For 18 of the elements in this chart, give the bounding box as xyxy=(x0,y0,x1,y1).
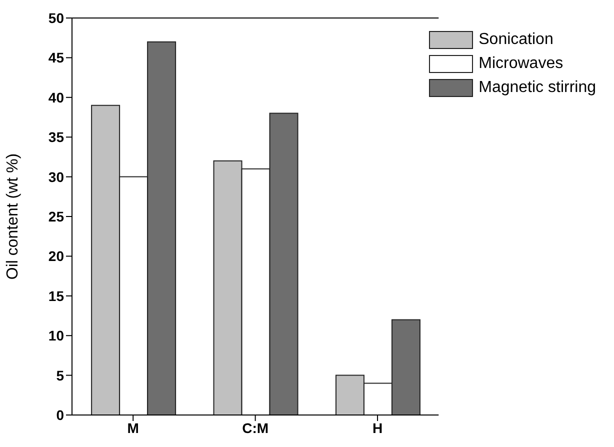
y-tick-label: 45 xyxy=(48,50,64,66)
y-tick-label: 50 xyxy=(48,10,64,26)
y-tick-label: 10 xyxy=(48,328,64,344)
x-tick-label: M xyxy=(127,420,139,436)
y-tick-label: 25 xyxy=(48,208,64,224)
y-tick-label: 35 xyxy=(48,129,64,146)
y-tick-label: 40 xyxy=(48,89,64,106)
legend-label: Microwaves xyxy=(478,55,564,73)
y-tick-label: 0 xyxy=(56,406,64,423)
legend-label: Magnetic stirring xyxy=(478,79,596,97)
legend-label: Sonication xyxy=(478,31,554,49)
x-tick-label: C:M xyxy=(242,420,269,436)
y-tick-label: 15 xyxy=(48,288,64,304)
y-tick-label: 20 xyxy=(48,248,64,264)
y-tick-label: 5 xyxy=(56,367,64,384)
y-tick-label: 30 xyxy=(48,168,64,185)
y-axis-title: Oil content (wt %) xyxy=(4,153,22,280)
x-tick-label: H xyxy=(372,420,383,436)
